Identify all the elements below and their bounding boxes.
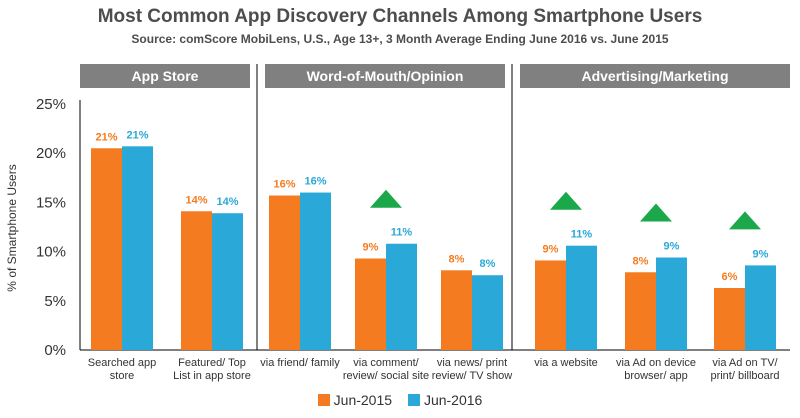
chart-title: Most Common App Discovery Channels Among… (97, 6, 703, 27)
chart-subtitle: Source: comScore MobiLens, U.S., Age 13+… (131, 32, 669, 46)
legend-swatch-jun-2016 (407, 394, 420, 406)
category-label: Searched app (88, 357, 157, 369)
bar-jun-2016 (300, 192, 331, 350)
category-label: via a website (534, 357, 598, 369)
category-label: via Ad on TV/ (712, 357, 778, 369)
legend-item-jun-2015: Jun-2015 (317, 392, 393, 408)
data-label: 11% (571, 229, 593, 241)
group-header-label: Advertising/Marketing (581, 68, 728, 84)
bar-jun-2016 (386, 243, 417, 350)
group-header-box (265, 64, 505, 88)
increase-marker-icon (550, 191, 582, 210)
data-label: 21% (126, 129, 148, 141)
legend: Jun-2015 Jun-2016 (0, 392, 800, 409)
data-label: 6% (722, 271, 738, 283)
data-label: 16% (273, 179, 295, 191)
group-header-label: App Store (132, 68, 199, 84)
legend-label-jun-2016: Jun-2016 (423, 392, 483, 408)
bar-jun-2016 (212, 213, 243, 350)
bar-jun-2015 (441, 270, 472, 350)
bar-jun-2015 (625, 272, 656, 350)
group-header-label: Word-of-Mouth/Opinion (307, 68, 464, 84)
category-label: via friend/ family (260, 357, 340, 369)
bar-jun-2016 (122, 146, 153, 350)
bar-jun-2016 (566, 245, 597, 350)
bar-jun-2015 (269, 195, 300, 350)
data-label: 16% (304, 176, 326, 188)
category-label: via Ad on device (616, 357, 696, 369)
category-label: via comment/ (353, 357, 419, 369)
category-label: review/ social site (343, 370, 429, 382)
y-tick-label: 25% (36, 96, 66, 113)
bar-jun-2015 (181, 211, 212, 350)
y-tick-label: 15% (36, 194, 66, 211)
bar-jun-2016 (472, 275, 503, 350)
data-label: 9% (664, 241, 680, 253)
data-label: 8% (480, 258, 496, 270)
data-label: 14% (185, 194, 207, 206)
data-label: 8% (449, 253, 465, 265)
y-tick-label: 10% (36, 244, 66, 261)
y-tick-label: 0% (44, 342, 66, 359)
category-label: Featured/ Top (178, 357, 246, 369)
data-label: 9% (363, 241, 379, 253)
bar-jun-2016 (656, 257, 687, 350)
group-header-box (80, 64, 250, 88)
group-header-box (520, 64, 790, 88)
bar-jun-2015 (91, 148, 122, 350)
data-label: 9% (753, 248, 769, 260)
bar-jun-2015 (355, 258, 386, 350)
category-label: review/ TV show (432, 370, 513, 382)
legend-item-jun-2016: Jun-2016 (407, 392, 483, 408)
data-label: 8% (633, 255, 649, 267)
increase-marker-icon (729, 211, 761, 230)
increase-marker-icon (640, 203, 672, 222)
increase-marker-icon (370, 189, 402, 208)
bar-jun-2016 (745, 265, 776, 350)
bar-jun-2015 (535, 260, 566, 350)
y-axis-label: % of Smartphone Users (5, 164, 19, 291)
y-tick-label: 5% (44, 293, 66, 310)
category-label: via news/ print (437, 357, 507, 369)
bar-jun-2015 (714, 288, 745, 350)
data-label: 9% (543, 243, 559, 255)
legend-swatch-jun-2015 (317, 394, 330, 406)
legend-label-jun-2015: Jun-2015 (333, 392, 393, 408)
category-label: browser/ app (624, 370, 688, 382)
y-tick-label: 20% (36, 145, 66, 162)
category-label: store (110, 370, 134, 382)
data-label: 11% (391, 227, 413, 239)
category-label: print/ billboard (710, 370, 779, 382)
category-label: List in app store (173, 370, 251, 382)
data-label: 21% (95, 131, 117, 143)
data-label: 14% (216, 196, 238, 208)
